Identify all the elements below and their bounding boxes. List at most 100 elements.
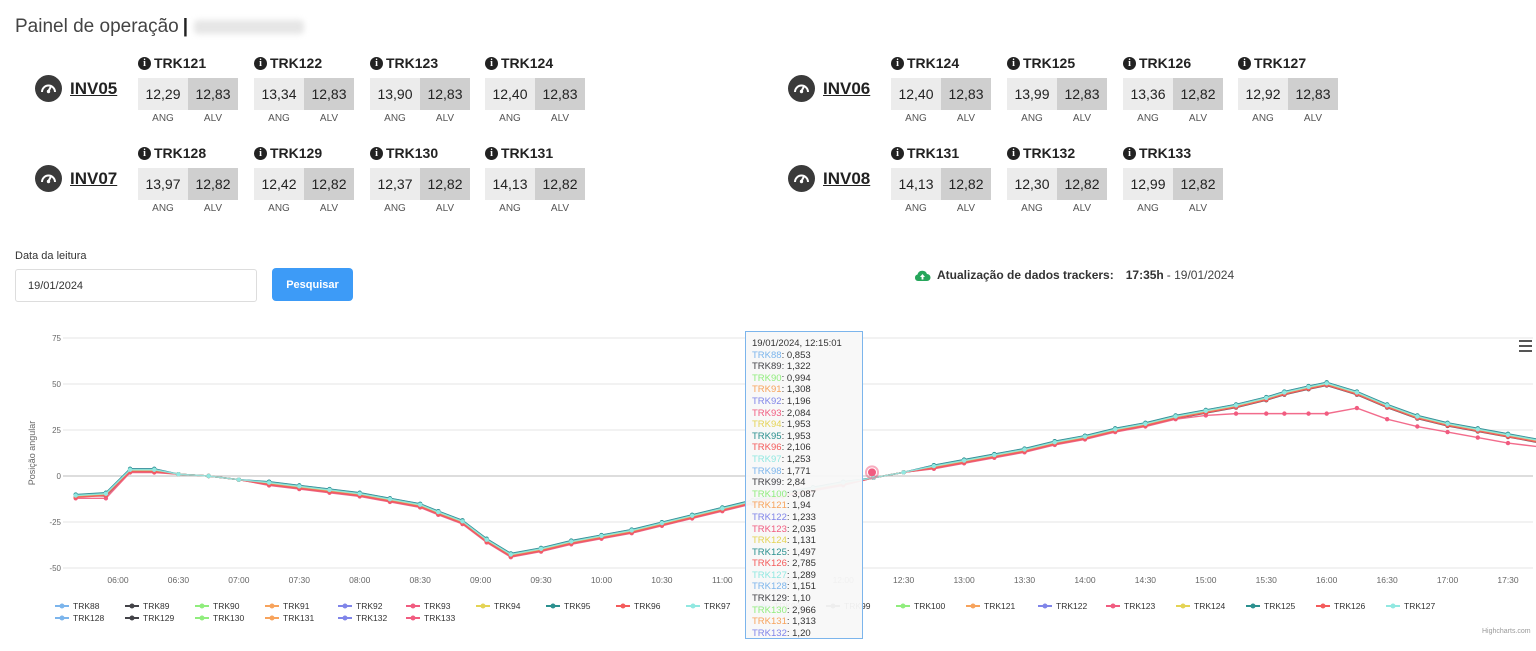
legend-item[interactable]: TRK91 [283,601,310,611]
tracker-name: i TRK131 [485,144,595,162]
data-point [1264,395,1269,401]
info-icon[interactable]: i [370,146,383,160]
ang-value: 13,97 [138,168,188,200]
tooltip-value: 2,106 [786,442,811,454]
legend-marker [59,603,65,609]
legend-item[interactable]: TRK132 [356,613,387,623]
legend-item[interactable]: TRK130 [213,613,244,623]
legend-item[interactable]: TRK89 [143,601,170,611]
value-labels: ANG ALV [891,113,1001,124]
tooltip-value: 2,84 [786,477,806,489]
tooltip-series: TRK128 [752,581,787,593]
inverter-link[interactable]: INV05 [70,78,118,98]
inverter-link[interactable]: INV06 [823,78,871,98]
legend-item[interactable]: TRK124 [1194,601,1225,611]
info-icon[interactable]: i [138,56,151,70]
legend-item[interactable]: TRK128 [73,613,104,623]
tooltip-series: TRK125 [752,546,787,558]
info-icon[interactable]: i [254,146,267,160]
legend-item[interactable]: TRK96 [634,601,661,611]
info-icon[interactable]: i [1123,146,1136,160]
info-icon[interactable]: i [138,146,151,160]
info-icon[interactable]: i [891,146,904,160]
alv-value: 12,82 [304,168,354,200]
info-icon[interactable]: i [891,56,904,70]
info-icon[interactable]: i [254,56,267,70]
value-labels: ANG ALV [370,113,480,124]
chart-menu-icon[interactable] [1519,340,1532,355]
legend-item[interactable]: TRK88 [73,601,100,611]
legend-item[interactable]: TRK122 [1056,601,1087,611]
legend-item[interactable]: TRK121 [984,601,1015,611]
tracker-card-trk123: i TRK123 13,90 12,83 ANG ALV [370,54,480,124]
legend-item[interactable]: TRK100 [914,601,945,611]
legend-item[interactable]: TRK133 [424,613,455,623]
legend-item[interactable]: TRK123 [1124,601,1155,611]
legend-item[interactable]: TRK95 [564,601,591,611]
legend-item[interactable]: TRK131 [283,613,314,623]
tracker-label: TRK126 [1139,55,1192,71]
search-button[interactable]: Pesquisar [272,268,353,301]
tracker-label: TRK124 [501,55,554,71]
tooltip-entry: TRK90: 0,994 [752,372,811,384]
info-icon[interactable]: i [1123,56,1136,70]
info-icon[interactable]: i [1007,56,1020,70]
legend-item[interactable]: TRK97 [704,601,731,611]
legend-item[interactable]: TRK90 [213,601,240,611]
gauge-icon [35,75,62,102]
tracker-label: TRK127 [1254,55,1307,71]
inverter-link[interactable]: INV07 [70,168,118,188]
data-point [1282,411,1287,416]
tooltip-series: TRK127 [752,569,787,581]
data-point [689,513,695,518]
data-point [357,491,362,496]
info-icon[interactable]: i [1238,56,1251,70]
data-point [1415,414,1420,419]
update-time: 17:35h [1125,268,1164,282]
alv-value: 12,82 [420,168,470,200]
tracker-name: i TRK121 [138,54,248,72]
data-point [1143,421,1148,426]
data-point [720,506,725,511]
data-point [236,477,242,482]
data-point [387,496,393,502]
value-labels: ANG ALV [1238,113,1348,124]
legend-item[interactable]: TRK92 [356,601,383,611]
legend-item[interactable]: TRK127 [1404,601,1435,611]
tracker-label: TRK123 [386,55,439,71]
tooltip-value: 3,087 [792,488,816,500]
x-tick-label: 11:00 [712,575,733,585]
x-tick-label: 16:00 [1316,575,1338,585]
data-point [538,546,544,552]
legend-item[interactable]: TRK94 [494,601,521,611]
data-point [1173,414,1178,419]
legend-marker [1042,603,1048,609]
tooltip-series: TRK95 [752,430,782,442]
data-point [1324,381,1329,386]
tracker-card-trk133: i TRK133 12,99 12,82 ANG ALV [1123,144,1233,214]
tracker-values: 12,30 12,82 [1007,168,1117,200]
date-input[interactable] [15,269,257,302]
tooltip-entry: TRK129: 1,10 [752,593,811,605]
info-icon[interactable]: i [485,146,498,160]
legend-item[interactable]: TRK93 [424,601,451,611]
legend-marker [1250,603,1256,609]
inverter-link[interactable]: INV08 [823,168,871,188]
data-point [460,519,465,524]
value-labels: ANG ALV [254,113,364,124]
legend-item[interactable]: TRK126 [1334,601,1365,611]
value-labels: ANG ALV [254,203,364,214]
ang-value: 12,40 [485,78,535,110]
info-icon[interactable]: i [1007,146,1020,160]
data-point [176,471,181,477]
tooltip-series: TRK89 [752,361,782,373]
info-icon[interactable]: i [370,56,383,70]
x-tick-label: 13:00 [953,575,975,585]
info-icon[interactable]: i [485,56,498,70]
legend-marker [129,603,135,609]
legend-item[interactable]: TRK125 [1264,601,1295,611]
tooltip-value: 2,035 [792,523,816,535]
tooltip-value: 1,10 [792,593,811,605]
legend-item[interactable]: TRK129 [143,613,174,623]
tracker-label: TRK124 [907,55,960,71]
